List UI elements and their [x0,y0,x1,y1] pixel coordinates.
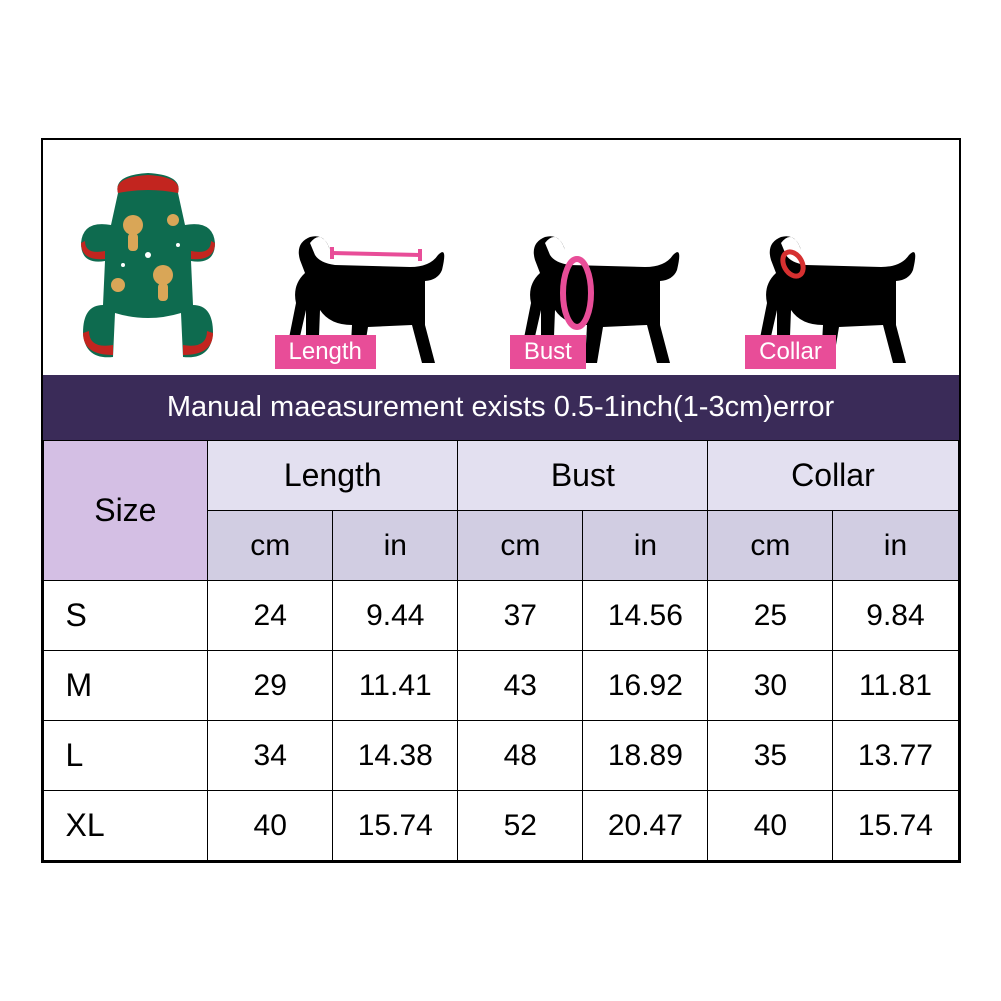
dog-length-diagram: Length [263,165,468,375]
product-outfit-image [63,165,233,375]
header-unit: cm [458,511,583,581]
cell: 14.56 [583,581,708,651]
illustration-row: Length Bust Collar [43,140,959,375]
header-bust: Bust [458,441,708,511]
header-unit: in [833,511,958,581]
cell: 24 [208,581,333,651]
cell: 40 [208,791,333,861]
header-size: Size [43,441,208,581]
header-collar: Collar [708,441,958,511]
cell: 35 [708,721,833,791]
cell: 18.89 [583,721,708,791]
cell: 40 [708,791,833,861]
size-chart: Length Bust Collar Manual maeasurement e… [41,138,961,863]
cell: 15.74 [833,791,958,861]
dog-bust-diagram: Bust [498,165,703,375]
cell: 43 [458,651,583,721]
header-unit: in [333,511,458,581]
cell: 16.92 [583,651,708,721]
cell: 14.38 [333,721,458,791]
table-row: XL 40 15.74 52 20.47 40 15.74 [43,791,958,861]
size-label: S [43,581,208,651]
collar-tag: Collar [745,335,836,369]
cell: 9.44 [333,581,458,651]
header-length: Length [208,441,458,511]
header-unit: cm [708,511,833,581]
cell: 20.47 [583,791,708,861]
cell: 37 [458,581,583,651]
size-table-body: S 24 9.44 37 14.56 25 9.84 M 29 11.41 43… [43,581,958,861]
length-tag: Length [275,335,376,369]
size-label: M [43,651,208,721]
cell: 34 [208,721,333,791]
table-row: M 29 11.41 43 16.92 30 11.81 [43,651,958,721]
cell: 25 [708,581,833,651]
cell: 11.41 [333,651,458,721]
cell: 52 [458,791,583,861]
cell: 30 [708,651,833,721]
size-label: L [43,721,208,791]
measurement-notice: Manual maeasurement exists 0.5-1inch(1-3… [43,375,959,440]
bust-tag: Bust [510,335,586,369]
dog-collar-diagram: Collar [733,165,938,375]
cell: 48 [458,721,583,791]
table-row: L 34 14.38 48 18.89 35 13.77 [43,721,958,791]
cell: 9.84 [833,581,958,651]
size-table: Size Length Bust Collar cm in cm in cm i… [43,440,959,861]
cell: 29 [208,651,333,721]
size-label: XL [43,791,208,861]
cell: 13.77 [833,721,958,791]
cell: 11.81 [833,651,958,721]
table-row: S 24 9.44 37 14.56 25 9.84 [43,581,958,651]
cell: 15.74 [333,791,458,861]
header-unit: in [583,511,708,581]
header-unit: cm [208,511,333,581]
